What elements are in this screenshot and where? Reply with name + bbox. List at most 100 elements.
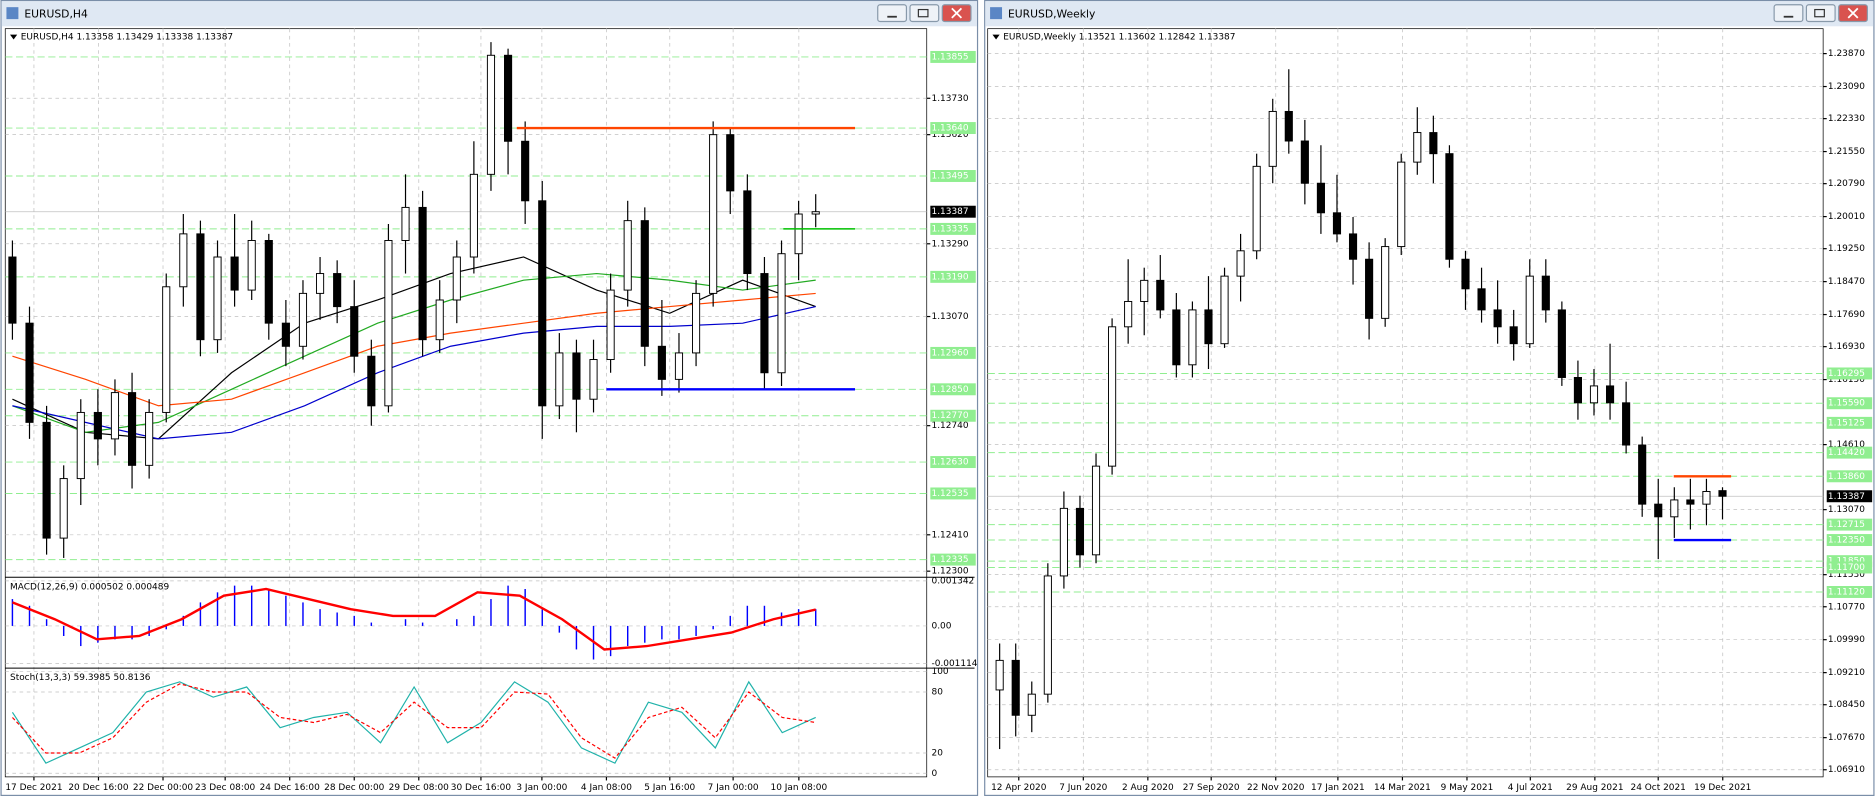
- level-label-box: [930, 346, 976, 359]
- candle-body: [504, 54, 513, 142]
- level-label: 1.13495: [932, 171, 969, 181]
- level-label-box: [1826, 367, 1873, 380]
- level-label-box: [1826, 586, 1873, 598]
- candle-body: [1413, 132, 1422, 163]
- candle-body: [1509, 326, 1518, 345]
- candle-body: [333, 273, 342, 308]
- candle-body: [401, 206, 410, 241]
- plot-area: [4, 28, 928, 778]
- current-price-box: [1826, 490, 1873, 503]
- candle-body: [777, 253, 786, 374]
- window-frame: [984, 0, 1875, 796]
- time-label: 4 Jan 08:00: [581, 783, 632, 793]
- y-tick-label: 1.14610: [1828, 440, 1865, 450]
- indicator-label: MACD(12,26,9) 0.000502 0.000489: [10, 582, 169, 592]
- chart-window: EURUSD,H4 17 Dec 2021 20 Dec 16:00 22 Dec 0…: [0, 0, 979, 796]
- level-label-box: [930, 222, 976, 235]
- level-label: 1.11120: [1828, 587, 1865, 597]
- level-label-box: [1826, 534, 1873, 547]
- candle-body: [1686, 499, 1695, 505]
- level-label: 1.12960: [932, 348, 969, 358]
- current-price-label: 1.13387: [932, 207, 969, 217]
- candle-body: [196, 233, 205, 341]
- candle-body: [1236, 250, 1245, 277]
- candle-body: [1348, 233, 1358, 260]
- candle-body: [1605, 385, 1615, 404]
- candle-body: [692, 292, 701, 354]
- candle-body: [1461, 258, 1470, 290]
- candle-body: [452, 256, 461, 301]
- level-label: 1.13640: [932, 124, 969, 134]
- minimize-button[interactable]: [877, 4, 908, 23]
- indicator-tick-label: -0.001114: [932, 659, 978, 669]
- level-label: 1.16295: [1828, 369, 1865, 379]
- maximize-glyph: [1814, 8, 1825, 18]
- candle-body: [486, 54, 496, 175]
- time-label: 28 Dec 00:00: [324, 783, 385, 793]
- candle-body: [995, 659, 1004, 691]
- y-tick-label: 1.18470: [1828, 277, 1865, 287]
- y-tick-label: 1.10770: [1828, 602, 1865, 612]
- candle-body: [743, 190, 752, 275]
- candle-body: [435, 299, 444, 341]
- candle-body: [1140, 279, 1149, 302]
- time-label: 29 Dec 08:00: [389, 783, 450, 793]
- indicator-tick-label: 20: [932, 748, 944, 758]
- chart-info: EURUSD,Weekly 1.13521 1.13602 1.12842 1.…: [1003, 33, 1235, 43]
- candle-body: [1525, 275, 1534, 345]
- time-label: 17 Dec 2021: [5, 783, 62, 793]
- candle-body: [213, 256, 222, 341]
- candle-body: [1477, 288, 1486, 311]
- candle-body: [1124, 300, 1133, 328]
- candle-body: [384, 240, 393, 407]
- level-label: 1.12770: [932, 411, 969, 421]
- candle-body: [76, 411, 85, 480]
- candle-body: [1108, 326, 1117, 467]
- info-arrow: [10, 34, 18, 40]
- chart-window: EURUSD,Weekly 12 Apr 2020 7 Jun 2020 2 Aug …: [984, 0, 1875, 796]
- y-tick-label: 1.20790: [1828, 179, 1865, 189]
- maximize-glyph: [917, 8, 929, 18]
- time-label: 30 Dec 16:00: [451, 783, 512, 793]
- candle-body: [657, 345, 666, 380]
- indicator-label: Stoch(13,3,3) 59.3985 50.8136: [10, 673, 151, 683]
- candle-body: [555, 352, 564, 407]
- close-glyph: [1847, 7, 1859, 19]
- candle-body: [264, 240, 273, 324]
- candle-body: [1011, 659, 1020, 716]
- candle-body: [1220, 275, 1229, 345]
- indicator-tick-label: 0.001342: [932, 576, 975, 586]
- time-label: 7 Jan 00:00: [708, 783, 759, 793]
- macd-signal: [11, 587, 816, 651]
- window-icon: [990, 7, 1003, 20]
- level-label-box: [1826, 416, 1873, 429]
- indicator-tick-label: 100: [932, 667, 949, 677]
- candle-body: [127, 392, 137, 466]
- candle-body: [538, 200, 547, 407]
- time-label: 19 Dec 2021: [1694, 783, 1751, 793]
- level-label-box: [930, 456, 976, 469]
- current-price-label: 1.13387: [1828, 492, 1865, 502]
- maximize-button[interactable]: [1805, 4, 1836, 23]
- level-label: 1.13190: [932, 272, 969, 282]
- candle-body: [1541, 275, 1550, 311]
- candle-body: [1268, 110, 1277, 167]
- candle-body: [674, 352, 684, 380]
- candle-body: [1284, 110, 1293, 142]
- y-tick-label: 1.20010: [1828, 212, 1865, 222]
- y-tick-label: 1.19250: [1828, 244, 1865, 254]
- maximize-button[interactable]: [909, 4, 940, 23]
- minimize-button[interactable]: [1773, 4, 1804, 23]
- time-label: 2 Aug 2020: [1122, 783, 1174, 793]
- current-price-box: [930, 205, 976, 218]
- level-label-box: [930, 487, 976, 500]
- level-label-box: [1826, 518, 1873, 531]
- y-tick-label: 1.16150: [1828, 375, 1865, 385]
- candle-body: [350, 306, 359, 357]
- candle-body: [1654, 503, 1663, 518]
- indicator-tick-label: 80: [932, 688, 944, 698]
- y-tick-label: 1.13730: [932, 94, 969, 104]
- level-label: 1.13335: [932, 224, 969, 234]
- level-label-box: [930, 270, 976, 283]
- level-label: 1.13860: [1828, 472, 1865, 482]
